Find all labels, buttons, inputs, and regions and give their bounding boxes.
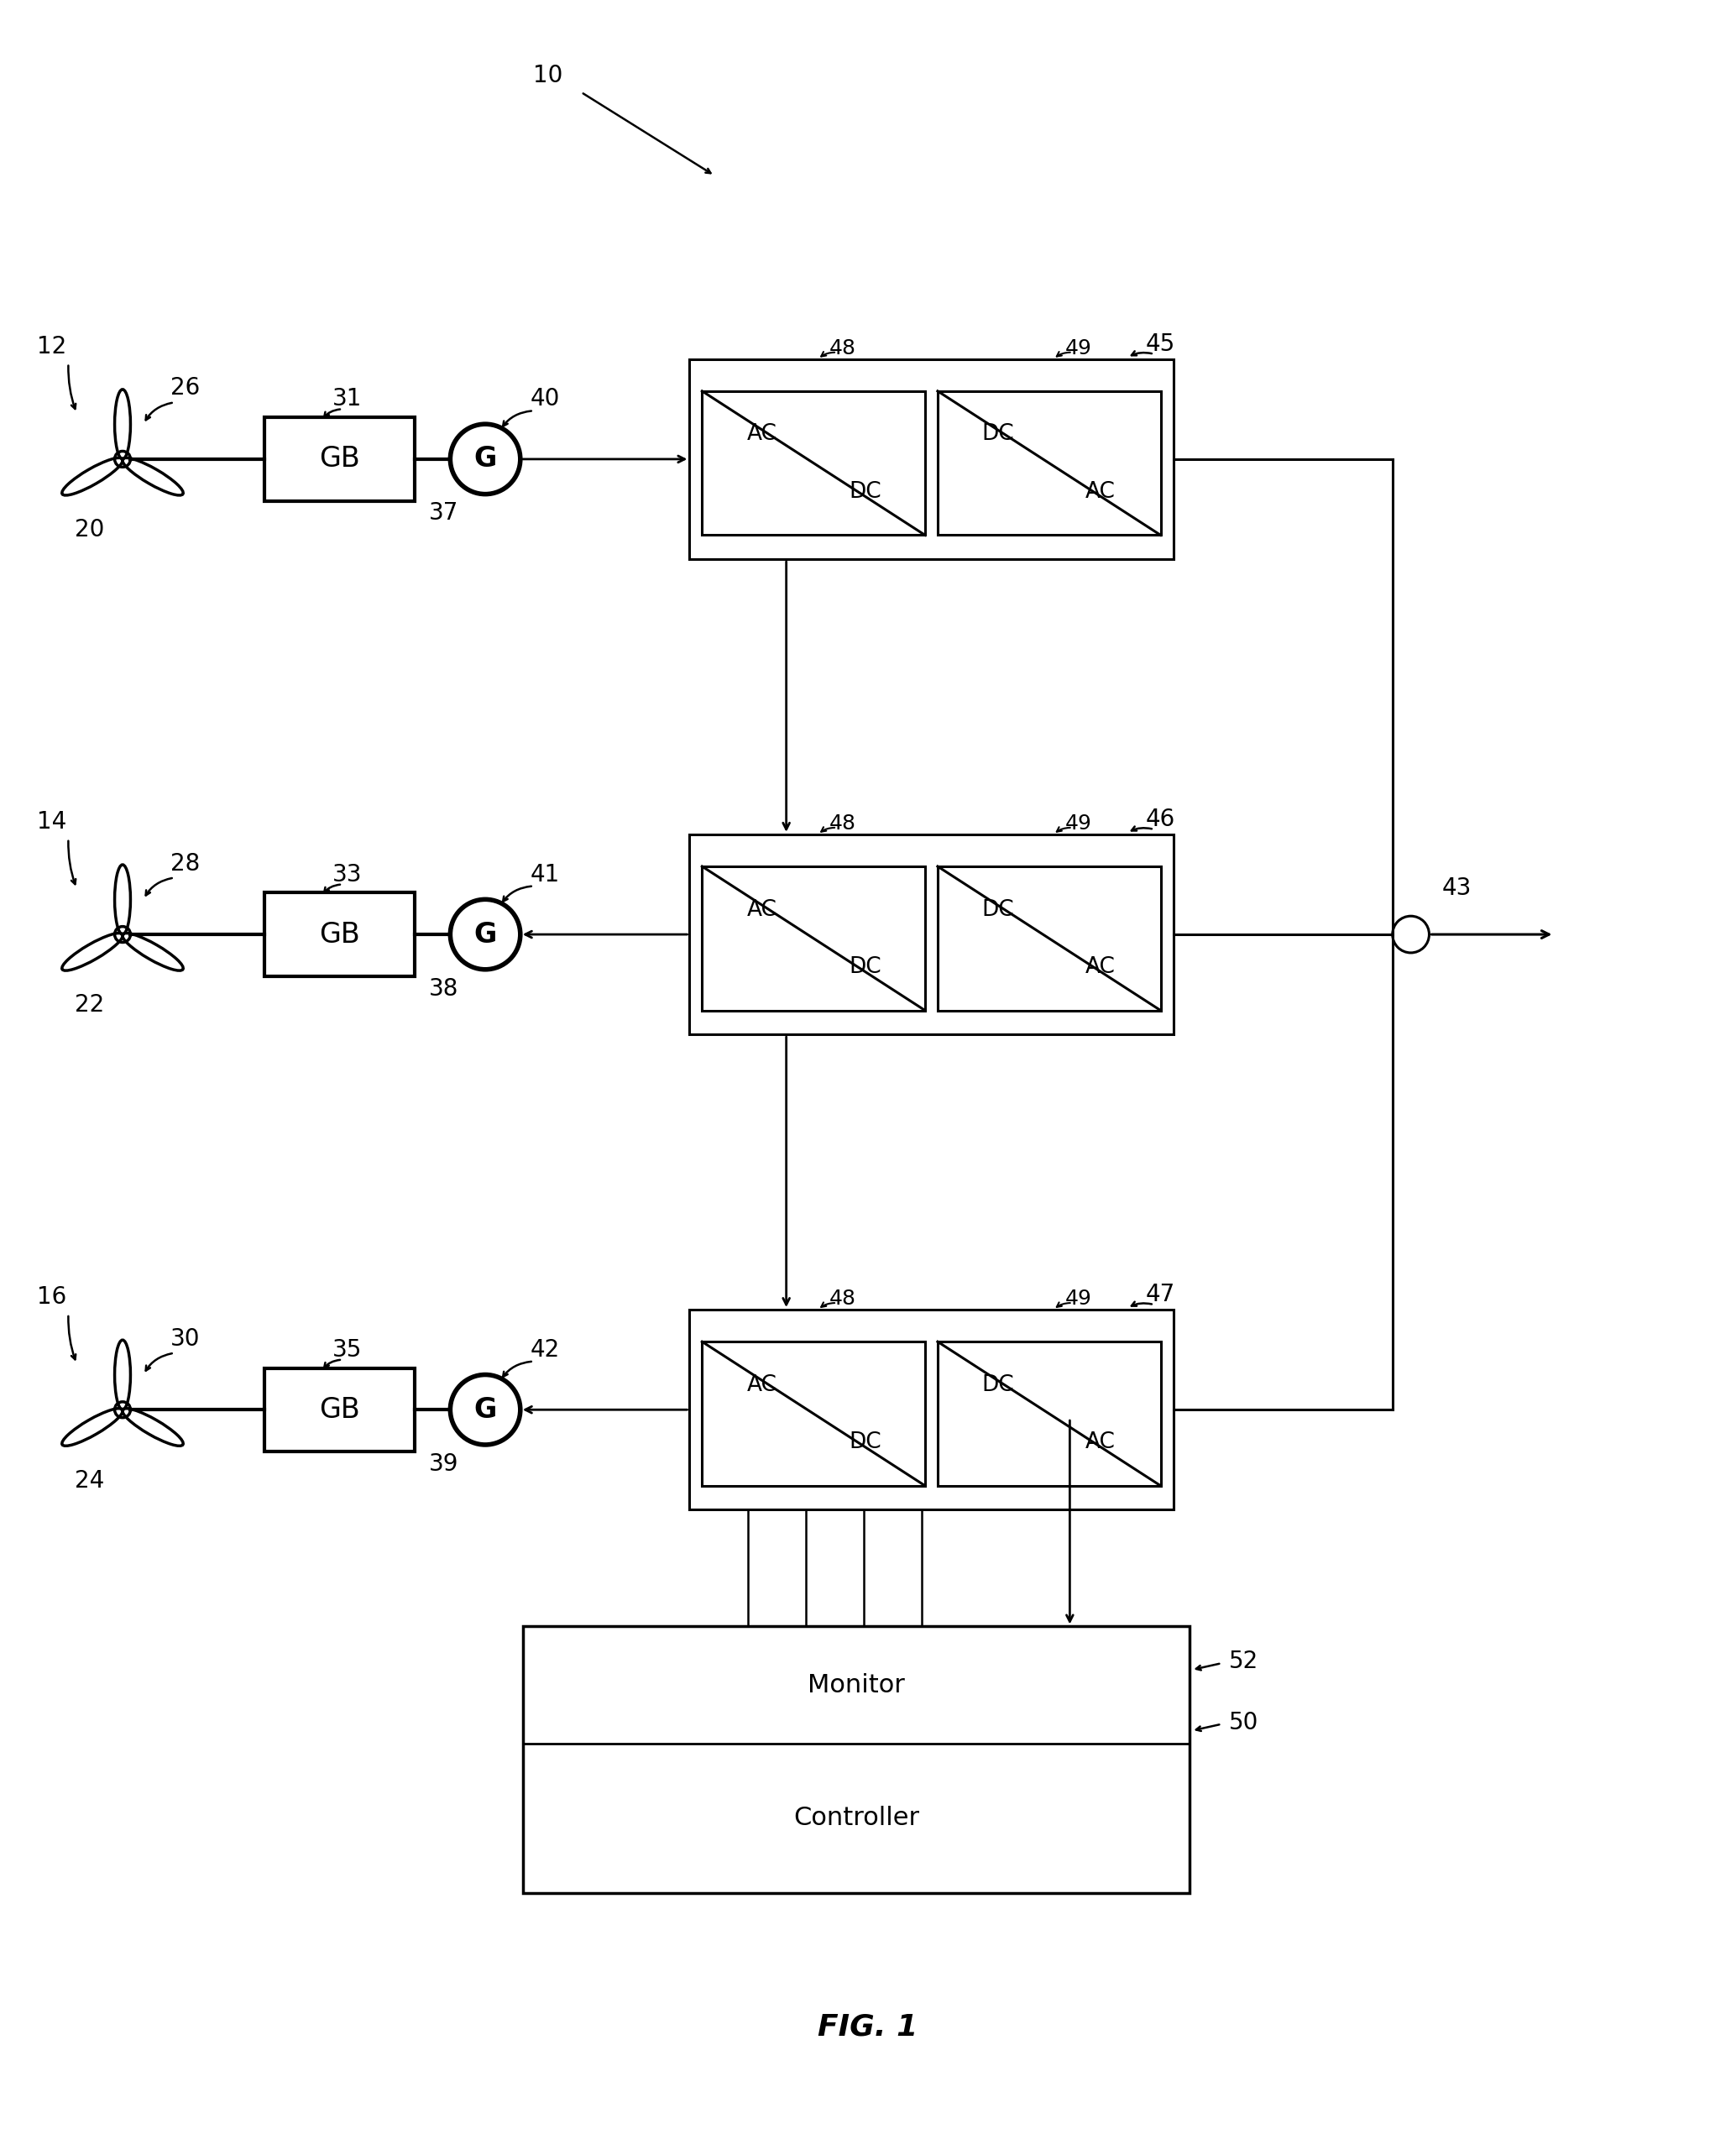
Text: GB: GB [319,920,359,947]
Text: 24: 24 [75,1468,104,1492]
Text: 49: 49 [1064,813,1092,834]
Text: 49: 49 [1064,337,1092,359]
Text: G: G [474,920,496,947]
Text: Controller: Controller [793,1805,920,1831]
Text: 38: 38 [429,977,458,1001]
Text: 48: 48 [830,1289,856,1308]
Text: AC: AC [1085,956,1116,977]
Text: DC: DC [981,898,1014,920]
Text: 45: 45 [1146,333,1175,356]
Text: 41: 41 [531,862,561,886]
Text: GB: GB [319,446,359,474]
Text: 31: 31 [332,388,361,412]
Text: FIG. 1: FIG. 1 [818,2012,918,2040]
Text: G: G [474,446,496,474]
Text: 39: 39 [429,1451,458,1477]
Bar [701,1342,925,1485]
Text: 49: 49 [1064,1289,1092,1308]
Bar [937,866,1161,1012]
Text: DC: DC [849,1432,882,1453]
Text: DC: DC [981,1374,1014,1396]
Text: 12: 12 [36,335,66,359]
Text: 35: 35 [332,1338,361,1361]
Text: 43: 43 [1443,877,1472,901]
Text: AC: AC [746,898,778,920]
Text: 52: 52 [1229,1650,1259,1673]
Text: AC: AC [746,1374,778,1396]
Text: 37: 37 [429,501,458,525]
Bar [937,391,1161,536]
Bar [937,1342,1161,1485]
Text: GB: GB [319,1396,359,1423]
Text: DC: DC [981,423,1014,446]
Text: G: G [474,1396,496,1423]
Text: 22: 22 [75,994,104,1018]
Text: 40: 40 [531,388,561,412]
Text: 33: 33 [332,862,361,886]
Text: 28: 28 [170,851,200,875]
Bar [689,834,1174,1035]
Text: 50: 50 [1229,1711,1259,1735]
Bar [523,1626,1189,1893]
Text: 16: 16 [36,1285,66,1308]
Text: 48: 48 [830,337,856,359]
Text: 48: 48 [830,813,856,834]
Bar [264,418,415,501]
Bar [689,1310,1174,1509]
Text: 46: 46 [1146,807,1175,830]
Bar [264,1368,415,1451]
Text: AC: AC [1085,480,1116,504]
Bar [701,391,925,536]
Text: 30: 30 [170,1327,200,1351]
Text: 47: 47 [1146,1283,1175,1306]
Bar [264,892,415,975]
Text: Monitor: Monitor [807,1673,904,1697]
Text: 14: 14 [36,811,66,834]
Text: DC: DC [849,956,882,977]
Text: 10: 10 [533,64,562,87]
Text: 26: 26 [170,376,200,399]
Text: DC: DC [849,480,882,504]
Text: 20: 20 [75,519,104,542]
Text: AC: AC [746,423,778,446]
Bar [689,359,1174,559]
Bar [701,866,925,1012]
Text: AC: AC [1085,1432,1116,1453]
Text: 42: 42 [531,1338,561,1361]
